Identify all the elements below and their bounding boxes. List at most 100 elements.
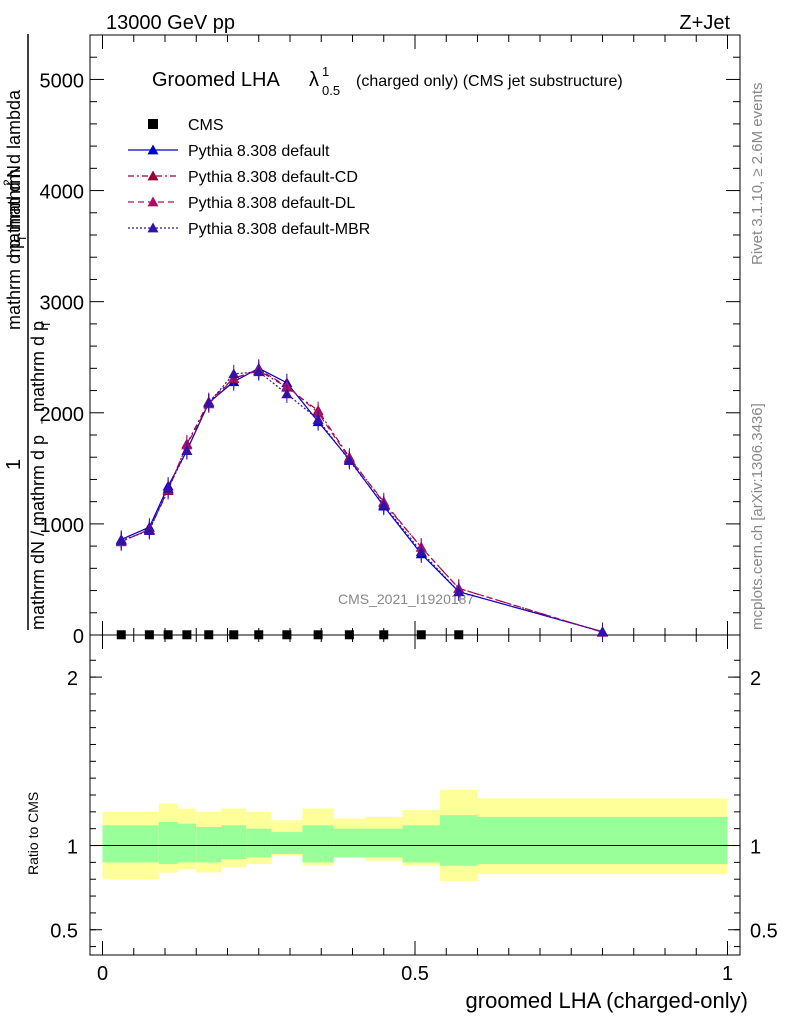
ratio-y-tick-label: 0.5 <box>50 921 78 943</box>
cms-data-point <box>163 630 173 640</box>
main-y-tick-label: 2000 <box>40 404 85 426</box>
x-tick-label: 0.5 <box>401 963 429 985</box>
legend-marker-cms <box>148 119 158 129</box>
series-marker-mbr <box>253 366 265 377</box>
legend-label-cms: CMS <box>188 117 224 134</box>
ylabel-numerator-top-rest: N <box>4 165 24 178</box>
ylabel-denominator-sub: T <box>39 416 53 424</box>
series-marker-mbr <box>453 586 465 597</box>
cms-data-point <box>254 630 264 640</box>
series-mbr <box>115 362 608 641</box>
cms-data-point <box>379 630 389 640</box>
ratio-y-tick-label-right: 2 <box>750 668 761 690</box>
series-marker-mbr <box>181 445 193 455</box>
legend-marker-default <box>147 144 159 155</box>
legend-label-cd: Pythia 8.308 default-CD <box>188 169 358 186</box>
series-marker-mbr <box>143 525 155 535</box>
series-line-default <box>121 367 603 633</box>
cms-data-point <box>313 630 323 640</box>
title-sub: 0.5 <box>322 83 340 98</box>
ratio-axes: 0.5 0.5 1 1 2 2 0 0.5 1 <box>50 35 778 985</box>
series-cms <box>116 630 464 640</box>
series-marker-mbr <box>343 455 355 465</box>
cms-data-point <box>282 630 292 640</box>
legend-label-dl: Pythia 8.308 default-DL <box>188 195 355 212</box>
series-marker-mbr <box>415 546 427 557</box>
ratio-inner-band <box>477 816 728 865</box>
ratio-y-tick-label: 2 <box>67 668 78 690</box>
ratio-inner-band <box>246 828 272 858</box>
cms-data-point <box>454 630 464 640</box>
header-process: Z+Jet <box>679 12 730 34</box>
series-line-dl <box>121 368 603 633</box>
x-tick-label: 0 <box>97 963 108 985</box>
series-marker-mbr <box>162 482 174 493</box>
ratio-inner-band <box>440 815 478 866</box>
x-tick-label: 1 <box>722 963 733 985</box>
cms-data-point <box>204 630 214 640</box>
ratio-inner-band <box>365 828 403 858</box>
ylabel-numerator-lead: mathrm d p <box>28 321 48 412</box>
main-y-axis-label: 1 mathrm dN / mathrm d p T mathrm d p T … <box>1 34 53 630</box>
ylabel-denominator: mathrm dN / mathrm d p <box>28 435 48 630</box>
plot-title: Groomed LHA λ 1 0.5 (charged only) (CMS … <box>152 64 623 98</box>
series-marker-mbr <box>378 499 390 510</box>
ylabel-one: 1 <box>3 459 25 470</box>
cms-data-point <box>229 630 239 640</box>
ratio-plot-frame <box>89 634 741 956</box>
main-y-tick-label: 3000 <box>40 293 85 315</box>
cms-data-point <box>416 630 426 640</box>
analysis-watermark: CMS_2021_I1920187 <box>338 591 474 607</box>
cms-data-point <box>182 630 192 640</box>
ratio-inner-band <box>333 828 365 858</box>
ylabel-numerator-mid-rest: mathrm d lambda <box>4 89 24 230</box>
series-marker-mbr <box>115 535 127 545</box>
main-y-tick-label: 1000 <box>40 515 85 537</box>
main-y-tick-label: 4000 <box>40 182 85 204</box>
ratio-y-axis-label: Ratio to CMS <box>25 792 41 875</box>
cms-data-point <box>344 630 354 640</box>
ratio-inner-band <box>221 825 247 859</box>
title-rest: (charged only) (CMS jet substructure) <box>356 73 623 90</box>
header-energy: 13000 GeV pp <box>106 12 235 34</box>
ratio-y-tick-label-right: 1 <box>750 837 761 859</box>
x-axis-label: groomed LHA (charged-only) <box>466 988 748 1013</box>
ratio-inner-band <box>196 827 222 863</box>
ylabel-numerator-top: mathrm d <box>4 182 24 258</box>
legend-label-default: Pythia 8.308 default <box>188 143 330 160</box>
title-main: Groomed LHA <box>152 69 280 91</box>
rivet-version-label: Rivet 3.1.10, ≥ 2.6M events <box>749 83 766 266</box>
main-y-tick-label: 5000 <box>40 70 85 92</box>
cms-data-point <box>144 630 154 640</box>
ratio-inner-band <box>177 823 197 863</box>
mcplots-label: mcplots.cern.ch [arXiv:1306.3436] <box>749 403 766 630</box>
legend: CMS Pythia 8.308 default Pythia 8.308 defa… <box>128 117 370 238</box>
cms-data-point <box>116 630 126 640</box>
legend-label-mbr: Pythia 8.308 default-MBR <box>188 221 370 238</box>
ratio-inner-band <box>102 825 140 863</box>
ylabel-numerator-top-sup: 2 <box>1 179 15 186</box>
title-sup: 1 <box>322 64 329 79</box>
ratio-y-tick-label-right: 0.5 <box>750 921 778 943</box>
ylabel-numerator-mid-sub: T <box>15 234 29 242</box>
main-y-tick-label: 0 <box>73 626 84 648</box>
series-marker-mbr <box>203 397 215 408</box>
ratio-inner-band <box>140 825 159 863</box>
ylabel-numerator-lead-sub: T <box>39 320 53 328</box>
ratio-inner-band <box>402 825 440 863</box>
legend-marker-mbr <box>147 222 159 233</box>
ratio-bands <box>90 789 740 881</box>
legend-marker-dl <box>147 196 159 207</box>
ratio-inner-band <box>158 821 178 865</box>
main-axes: 0 1000 2000 3000 4000 5000 <box>40 56 740 648</box>
ratio-y-tick-label: 1 <box>67 837 78 859</box>
series-line-mbr <box>121 371 603 633</box>
series-marker-mbr <box>228 368 240 379</box>
ylabel-numerator-mid: mathrm d p <box>4 239 24 330</box>
title-lambda: λ <box>309 69 319 91</box>
ratio-inner-band <box>302 825 334 863</box>
legend-marker-cd <box>147 170 159 181</box>
ratio-inner-band <box>271 832 303 854</box>
series-marker-mbr <box>281 388 293 399</box>
